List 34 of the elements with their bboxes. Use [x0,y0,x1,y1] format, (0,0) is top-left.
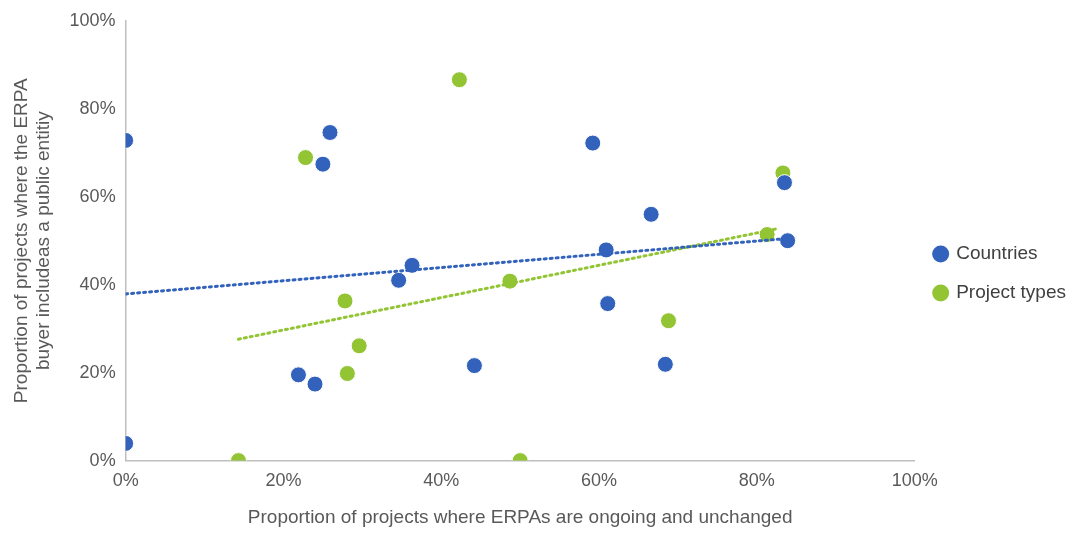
y-tick-label: 40% [79,273,116,294]
y-axis-title: Proportion of projects where the ERPA buyer includeas a public entitiy [9,77,54,404]
point [584,134,602,152]
x-tick-label: 80% [738,470,775,491]
point [336,292,354,310]
point [642,205,660,223]
x-tick-label: 20% [265,470,302,491]
point [599,295,617,313]
point [779,232,797,250]
x-tick-label: 0% [112,470,139,491]
point [314,155,332,173]
point [465,357,483,375]
x-tick-label: 40% [423,470,460,491]
y-tick-label: 80% [79,97,116,118]
x-tick-label: 100% [891,470,938,491]
y-tick-label: 0% [89,449,116,470]
point [660,312,677,330]
point [338,365,356,383]
point [656,355,674,373]
point [350,337,368,355]
x-axis-title: Proportion of projects where ERPAs are ongoing and unchanged [247,505,793,527]
point [297,149,315,167]
y-tick-label: 20% [79,361,116,382]
point [450,71,468,89]
point [390,271,408,289]
y-tick-label: 100% [69,9,116,30]
point [775,174,793,192]
x-tick-label: 60% [581,470,618,491]
legend-label: Project types [956,281,1066,303]
legend-label: Countries [956,242,1038,264]
point [306,375,324,393]
y-tick-label: 60% [79,185,116,206]
point [321,124,339,142]
point [289,366,307,384]
